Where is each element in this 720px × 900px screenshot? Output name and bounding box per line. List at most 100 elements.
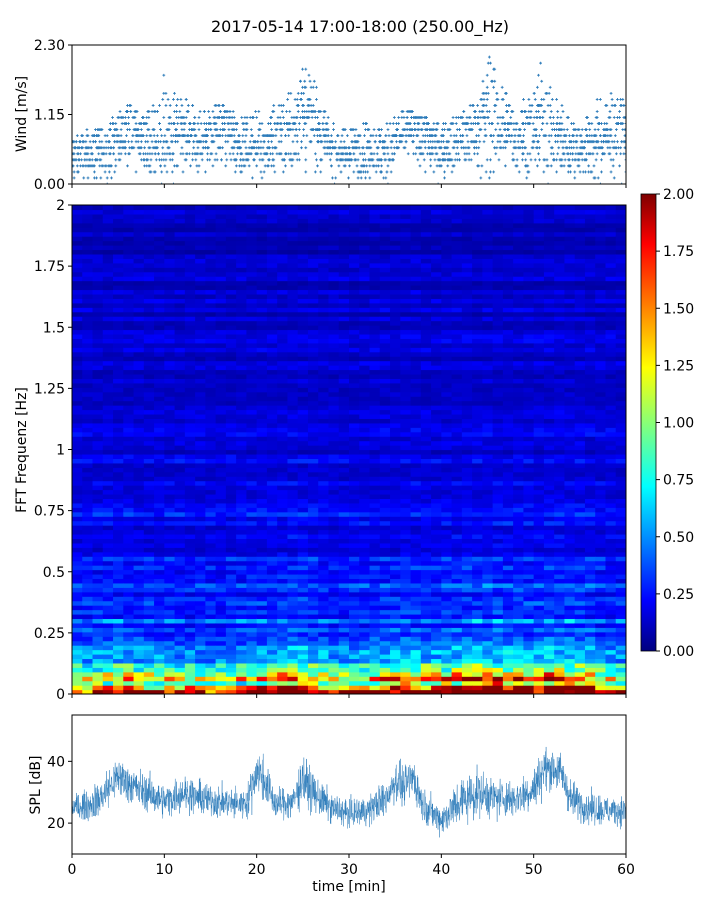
spectrogram-cell <box>72 271 83 277</box>
spectrogram-cell <box>92 573 104 580</box>
spectrogram-cell <box>256 596 268 602</box>
spectrogram-cell <box>246 222 258 228</box>
wind-data-point <box>492 134 496 138</box>
wind-data-point <box>368 176 372 180</box>
spectrogram-cell <box>164 467 176 473</box>
spectrogram-cell <box>205 480 217 486</box>
wind-data-point <box>261 146 265 150</box>
wind-data-point <box>512 158 516 162</box>
spectrogram-cell <box>215 489 227 495</box>
spectrogram-cell <box>215 573 227 580</box>
spectrogram-cell <box>143 356 155 362</box>
spectrogram-cell <box>236 373 248 379</box>
spectrogram-cell <box>143 396 155 402</box>
spectrogram-cell <box>184 307 196 313</box>
spectrogram-cell <box>174 445 186 451</box>
spectrogram-cell <box>246 467 258 473</box>
spectrogram-cell <box>102 391 114 397</box>
spectrogram-cell <box>246 471 258 477</box>
wind-data-point <box>243 140 247 144</box>
spectrogram-cell <box>256 485 268 491</box>
spectrogram-cell <box>123 209 135 215</box>
spectrogram-cell <box>143 213 155 219</box>
spectrogram-cell <box>266 498 278 504</box>
spectrogram-cell <box>256 369 268 375</box>
wind-data-point <box>417 122 421 125</box>
spectrogram-cell <box>184 640 196 646</box>
spectrogram-cell <box>246 382 258 388</box>
spectrogram-cell <box>82 520 94 526</box>
spectrogram-cell <box>154 489 165 495</box>
wind-data-point <box>515 164 519 168</box>
spectrogram-cell <box>287 271 299 277</box>
spectrogram-cell <box>184 276 196 282</box>
spectrogram-cell <box>225 280 237 286</box>
spectrogram-cell <box>143 600 155 606</box>
spectrogram-cell <box>72 387 83 393</box>
spectrogram-cell <box>174 556 186 562</box>
spectrogram-cell <box>236 618 248 624</box>
wind-data-point <box>525 176 529 180</box>
wind-data-point <box>379 134 382 138</box>
spectrogram-cell <box>133 360 145 366</box>
spectrogram-cell <box>246 582 258 588</box>
spectrogram-cell <box>102 671 114 677</box>
wind-data-point <box>552 116 555 119</box>
wind-data-point <box>297 122 301 125</box>
wind-data-point <box>206 134 209 138</box>
spectrogram-cell <box>123 507 135 513</box>
spectrogram-cell <box>154 369 165 375</box>
spectrogram-cell <box>225 649 237 655</box>
spectrogram-cell <box>113 502 124 508</box>
spectrogram-cell <box>215 205 227 211</box>
spectrogram-cell <box>113 578 124 584</box>
spectrogram-cell <box>133 436 145 442</box>
spectrogram-cell <box>205 476 217 482</box>
wind-data-point <box>172 97 175 101</box>
spectrogram-cell <box>225 253 237 259</box>
spectrogram-cell <box>195 480 206 486</box>
spectrogram-cell <box>174 551 186 557</box>
wind-data-point <box>545 158 549 162</box>
spectrogram-cell <box>225 209 237 215</box>
spectrogram-cell <box>133 356 145 362</box>
wind-data-point <box>565 128 569 132</box>
wind-data-point <box>596 140 600 144</box>
spectrogram-cell <box>215 445 227 451</box>
spectrogram-cell <box>277 462 289 468</box>
spectrogram-cell <box>215 289 227 295</box>
spectrogram-cell <box>113 587 124 593</box>
spectrogram-cell <box>143 551 155 557</box>
wind-data-point <box>168 116 172 119</box>
spectrogram-cell <box>215 405 227 411</box>
spectrogram-cell <box>72 231 83 237</box>
spectrogram-cell <box>154 405 165 411</box>
wind-data-point <box>300 146 303 150</box>
spectrogram-cell <box>205 418 217 424</box>
spectrogram-cell <box>113 373 124 379</box>
spectrogram-cell <box>225 480 237 486</box>
spectrogram-cell <box>102 529 114 535</box>
spectrogram-cell <box>123 342 135 348</box>
spectrogram-cell <box>174 622 186 628</box>
wind-data-point <box>224 164 228 168</box>
spectrogram-cell <box>133 511 145 517</box>
wind-data-point <box>366 170 370 174</box>
wind-data-point <box>566 116 570 119</box>
wind-data-point <box>412 134 415 138</box>
spectrogram-cell <box>266 538 278 544</box>
wind-data-point <box>97 152 101 156</box>
spectrogram-cell <box>266 302 278 308</box>
spectrogram-cell <box>205 253 217 259</box>
spectrogram-cell <box>205 231 217 237</box>
wind-data-point <box>311 104 315 107</box>
spectrogram-cell <box>143 480 155 486</box>
spectrogram-cell <box>143 627 155 633</box>
wind-data-point <box>267 164 270 168</box>
spectrogram-cell <box>82 640 94 646</box>
spectrogram-cell <box>277 671 289 677</box>
spectrogram-cell <box>307 560 319 566</box>
spectrogram-cell <box>297 422 309 428</box>
spectrogram-cell <box>287 227 299 233</box>
